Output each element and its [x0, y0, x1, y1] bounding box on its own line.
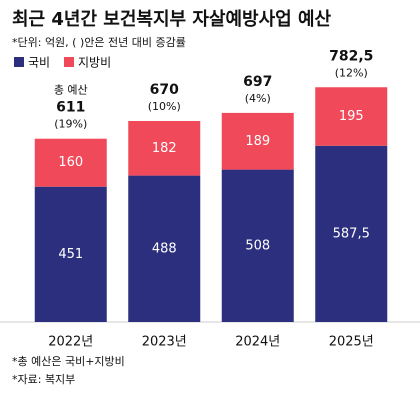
legend-label: 국비: [28, 56, 50, 70]
legend-swatch: [14, 57, 24, 67]
footnote: *총 예산은 국비+지방비: [12, 355, 125, 368]
value-label: 182: [152, 141, 177, 156]
growth-label: (19%): [54, 118, 87, 131]
value-label: 195: [339, 109, 364, 124]
value-label: 189: [245, 134, 270, 149]
x-tick-label: 2023년: [142, 335, 187, 350]
total-label: 611: [56, 100, 85, 116]
total-label: 670: [150, 82, 179, 98]
bar-segment: [128, 175, 201, 322]
bar-segment: [315, 145, 388, 322]
value-label: 488: [152, 241, 177, 256]
bar-segment: [128, 121, 201, 176]
legend-label: 지방비: [78, 56, 111, 70]
legend-swatch: [64, 57, 74, 67]
footnote: *자료: 복지부: [12, 373, 75, 386]
chart-title: 최근 4년간 보건복지부 자살예방사업 예산: [12, 9, 332, 30]
total-label: 782,5: [329, 48, 373, 64]
chart-subtitle: *단위: 억원, ( )안은 전년 대비 증감률: [12, 36, 186, 49]
growth-label: (4%): [245, 92, 271, 105]
bar-segment: [221, 112, 294, 170]
value-label: 160: [58, 155, 83, 170]
bar-segment: [315, 87, 388, 146]
growth-label: (12%): [335, 66, 368, 79]
total-label: 697: [243, 74, 272, 90]
value-label: 587,5: [333, 226, 370, 241]
value-label: 451: [58, 247, 83, 262]
bar-segment: [221, 169, 294, 322]
bar-segment: [34, 138, 107, 187]
x-tick-label: 2022년: [48, 335, 93, 350]
x-tick-label: 2025년: [329, 335, 374, 350]
value-label: 508: [245, 238, 270, 253]
annotation: 총 예산: [54, 84, 88, 97]
x-tick-label: 2024년: [235, 335, 280, 350]
growth-label: (10%): [148, 100, 181, 113]
bar-segment: [34, 186, 107, 322]
